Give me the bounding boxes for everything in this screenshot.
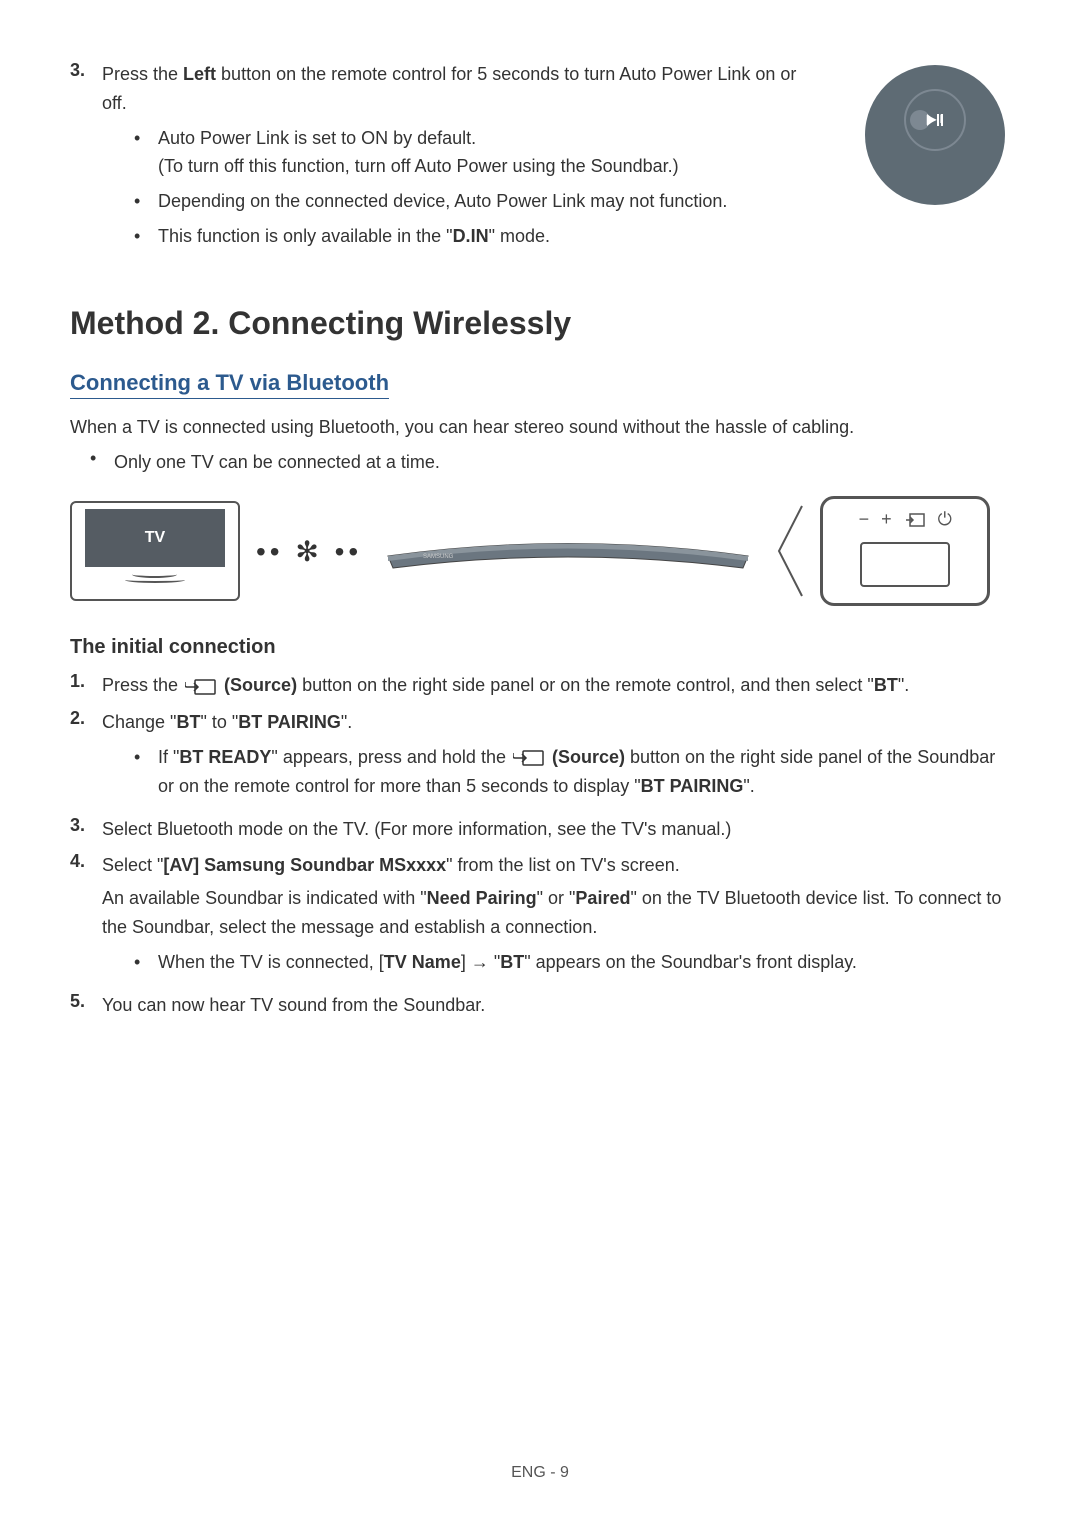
bullet-item: •If "BT READY" appears, press and hold t…	[134, 743, 1010, 801]
source-icon	[904, 512, 926, 528]
bullet-item: • Auto Power Link is set to ON by defaul…	[134, 124, 820, 182]
source-icon	[513, 749, 545, 767]
volume-up-icon: +	[881, 509, 892, 530]
step-3-num: 3.	[70, 60, 102, 257]
steps-list: 1.Press the (Source) button on the right…	[70, 671, 1010, 1019]
step-3-body: Press the Left button on the remote cont…	[102, 60, 820, 257]
soundbar-controls-icon: − + ⏻	[820, 496, 990, 606]
tv-icon: TV	[70, 501, 240, 601]
method-title: Method 2. Connecting Wirelessly	[70, 305, 1010, 342]
step-num: 1.	[70, 671, 102, 700]
auto-power-section: 3. Press the Left button on the remote c…	[70, 60, 1010, 265]
step-num: 5.	[70, 991, 102, 1020]
bullet-item: • This function is only available in the…	[134, 222, 820, 251]
bluetooth-icon: •• ✻ ••	[256, 535, 362, 568]
step-num: 4.	[70, 851, 102, 982]
step-3: 3. Press the Left button on the remote c…	[70, 60, 820, 257]
step-num: 2.	[70, 708, 102, 806]
intro-text: When a TV is connected using Bluetooth, …	[70, 413, 1010, 442]
source-icon	[185, 678, 217, 696]
display-panel	[860, 542, 950, 587]
step-body: Select Bluetooth mode on the TV. (For mo…	[102, 815, 1010, 844]
soundbar-icon: SAMSUNG	[378, 526, 758, 576]
step-body: Change "BT" to "BT PAIRING".•If "BT READ…	[102, 708, 1010, 806]
page-number: ENG - 9	[0, 1464, 1080, 1482]
step-item: 1.Press the (Source) button on the right…	[70, 671, 1010, 700]
initial-connection-heading: The initial connection	[70, 636, 1010, 659]
volume-down-icon: −	[859, 509, 870, 530]
sub-bullet-list: •If "BT READY" appears, press and hold t…	[134, 743, 1010, 801]
svg-text:▶II: ▶II	[926, 112, 943, 126]
step-item: 4.Select "[AV] Samsung Soundbar MSxxxx" …	[70, 851, 1010, 982]
step-num: 3.	[70, 815, 102, 844]
step-body: Press the (Source) button on the right s…	[102, 671, 1010, 700]
connector-line-icon	[774, 496, 804, 606]
sub-bullet-list: •When the TV is connected, [TV Name] → "…	[134, 948, 1010, 977]
bullet-item: • Depending on the connected device, Aut…	[134, 187, 820, 216]
svg-text:SAMSUNG: SAMSUNG	[423, 554, 454, 560]
step-3-bullets: • Auto Power Link is set to ON by defaul…	[134, 124, 820, 251]
intro-bullet: • Only one TV can be connected at a time…	[90, 448, 1010, 477]
step-3-text: 3. Press the Left button on the remote c…	[70, 60, 820, 265]
step-item: 5.You can now hear TV sound from the Sou…	[70, 991, 1010, 1020]
subsection-title: Connecting a TV via Bluetooth	[70, 370, 389, 399]
remote-play-pause-icon: ▶II	[860, 60, 1010, 210]
step-item: 3.Select Bluetooth mode on the TV. (For …	[70, 815, 1010, 844]
step-item: 2.Change "BT" to "BT PAIRING".•If "BT RE…	[70, 708, 1010, 806]
tv-label: TV	[85, 509, 225, 567]
bullet-item: •When the TV is connected, [TV Name] → "…	[134, 948, 1010, 977]
connection-diagram: TV •• ✻ •• SAMSUNG − + ⏻	[70, 496, 1010, 606]
step-body: You can now hear TV sound from the Sound…	[102, 991, 1010, 1020]
power-icon: ⏻	[938, 509, 952, 530]
step-body: Select "[AV] Samsung Soundbar MSxxxx" fr…	[102, 851, 1010, 982]
